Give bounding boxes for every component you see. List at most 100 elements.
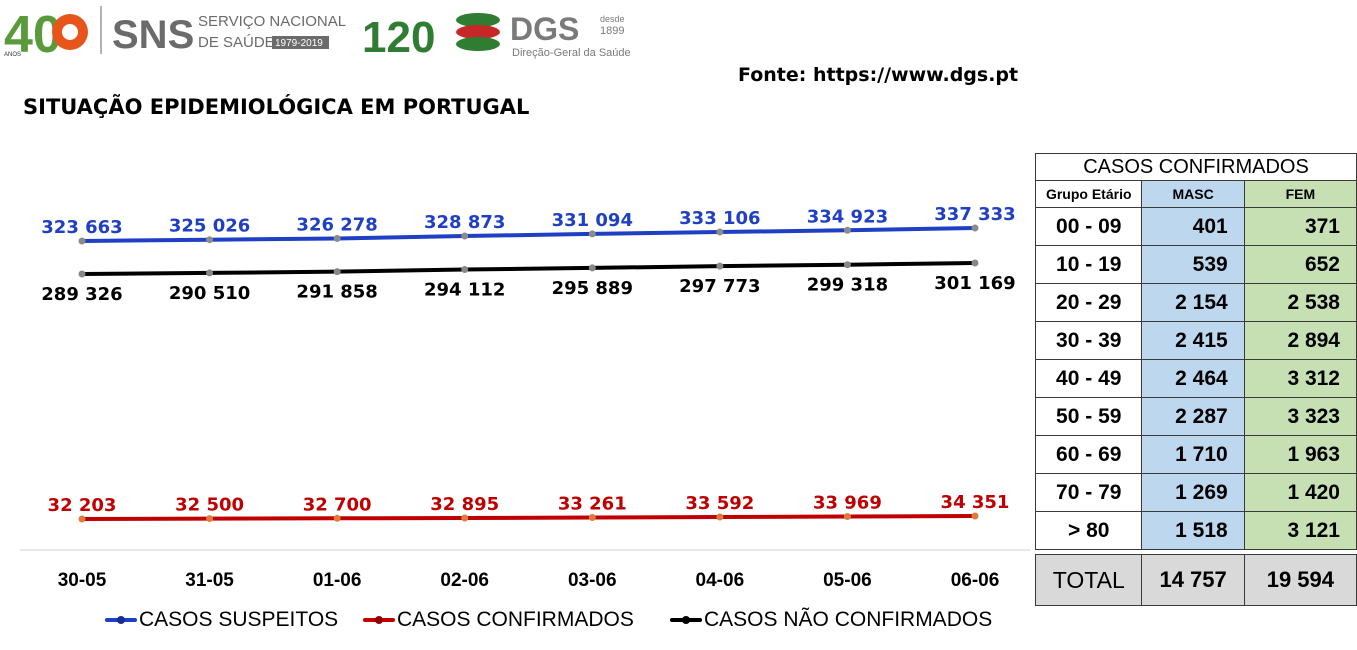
masc-cell: 1 710 bbox=[1141, 435, 1245, 474]
age-group-cell: 50 - 59 bbox=[1034, 397, 1143, 436]
data-point bbox=[716, 513, 724, 521]
x-tick-label: 04-06 bbox=[696, 570, 745, 591]
data-point bbox=[971, 512, 979, 520]
age-group-cell: > 80 bbox=[1034, 511, 1143, 550]
legend-swatch-suspeitos bbox=[105, 618, 137, 622]
header-logos: 40 ANOS SNS SERVIÇO NACIONAL DE SAÚDE 19… bbox=[4, 6, 631, 64]
data-label: 32 500 bbox=[175, 495, 244, 516]
masc-cell: 2 154 bbox=[1141, 283, 1245, 322]
chart-legend: CASOS SUSPEITOS CASOS CONFIRMADOS CASOS … bbox=[105, 608, 1035, 638]
data-label: 299 318 bbox=[807, 275, 888, 296]
x-tick-label: 30-05 bbox=[58, 570, 107, 591]
data-label: 34 351 bbox=[941, 492, 1010, 513]
data-label: 301 169 bbox=[934, 273, 1015, 294]
data-label: 337 333 bbox=[934, 204, 1015, 225]
data-point bbox=[333, 235, 341, 243]
data-label: 323 663 bbox=[41, 217, 122, 238]
data-point bbox=[461, 232, 469, 240]
line-chart: 323 663 325 026 326 278 328 873 331 094 333 1… bbox=[20, 204, 1030, 591]
masc-cell: 401 bbox=[1141, 207, 1245, 246]
data-point bbox=[971, 259, 979, 267]
legend-swatch-confirmados bbox=[363, 618, 395, 622]
table-title: CASOS CONFIRMADOS bbox=[1035, 153, 1357, 181]
table-row: 30 - 39 2 415 2 894 bbox=[1034, 321, 1357, 360]
data-point bbox=[78, 515, 86, 523]
data-point bbox=[333, 514, 341, 522]
table-row: 10 - 19 539 652 bbox=[1034, 245, 1357, 284]
total-fem: 19 594 bbox=[1243, 554, 1357, 606]
legend-item-suspeitos: CASOS SUSPEITOS bbox=[105, 608, 338, 632]
dgs-since-text: desde bbox=[600, 14, 625, 24]
header-masc: MASC bbox=[1141, 180, 1245, 208]
data-label: 32 700 bbox=[303, 494, 372, 515]
data-label: 331 094 bbox=[552, 210, 633, 231]
data-label: 295 889 bbox=[552, 278, 633, 299]
logo-40-text: 40 bbox=[4, 6, 62, 64]
sns-name-line1: SERVIÇO NACIONAL bbox=[198, 13, 346, 30]
data-point bbox=[716, 228, 724, 236]
cases-by-age-table: CASOS CONFIRMADOS Grupo Etário MASC FEM … bbox=[1034, 153, 1357, 606]
data-point bbox=[588, 514, 596, 522]
x-tick-label: 03-06 bbox=[568, 570, 617, 591]
dgs-logo: 120 DGS desde 1899 Direção-Geral da Saúd… bbox=[362, 11, 631, 62]
source-text: Fonte: https://www.dgs.pt bbox=[738, 64, 1019, 86]
age-group-cell: 30 - 39 bbox=[1034, 321, 1143, 360]
series-line-2 bbox=[80, 261, 977, 276]
sns-name-line2: DE SAÚDE bbox=[198, 34, 275, 51]
data-point bbox=[333, 268, 341, 276]
age-group-cell: 40 - 49 bbox=[1034, 359, 1143, 398]
fem-cell: 652 bbox=[1243, 245, 1357, 284]
data-label: 33 261 bbox=[558, 494, 627, 515]
masc-cell: 2 464 bbox=[1141, 359, 1245, 398]
age-group-cell: 10 - 19 bbox=[1034, 245, 1143, 284]
table-row: > 80 1 518 3 121 bbox=[1034, 511, 1357, 550]
x-tick-label: 06-06 bbox=[951, 570, 1000, 591]
fem-cell: 3 312 bbox=[1243, 359, 1357, 398]
data-label: 291 858 bbox=[296, 282, 377, 303]
data-label: 333 106 bbox=[679, 208, 760, 229]
data-label: 328 873 bbox=[424, 212, 505, 233]
fem-cell: 3 323 bbox=[1243, 397, 1357, 436]
dgs-name-text: Direção-Geral da Saúde bbox=[512, 47, 631, 59]
data-label: 289 326 bbox=[41, 284, 122, 305]
header-fem: FEM bbox=[1243, 180, 1357, 208]
data-point bbox=[588, 264, 596, 272]
table-row: 60 - 69 1 710 1 963 bbox=[1034, 435, 1357, 474]
data-point bbox=[588, 230, 596, 238]
masc-cell: 2 287 bbox=[1141, 397, 1245, 436]
age-group-cell: 00 - 09 bbox=[1034, 207, 1143, 246]
data-label: 33 592 bbox=[685, 493, 754, 514]
data-label: 297 773 bbox=[679, 276, 760, 297]
sns-logo: SNS SERVIÇO NACIONAL DE SAÚDE 1979-2019 bbox=[112, 13, 346, 57]
fem-cell: 1 420 bbox=[1243, 473, 1357, 512]
masc-cell: 2 415 bbox=[1141, 321, 1245, 360]
data-point bbox=[843, 513, 851, 521]
sns-40-years-logo: 40 ANOS bbox=[4, 6, 88, 64]
data-label: 326 278 bbox=[296, 215, 377, 236]
x-tick-label: 05-06 bbox=[823, 570, 872, 591]
legend-swatch-nao-confirmados bbox=[670, 618, 702, 622]
table-row: 20 - 29 2 154 2 538 bbox=[1034, 283, 1357, 322]
data-point bbox=[971, 224, 979, 232]
data-point bbox=[843, 261, 851, 269]
age-group-cell: 70 - 79 bbox=[1034, 473, 1143, 512]
header-age-group: Grupo Etário bbox=[1034, 180, 1143, 208]
data-point bbox=[843, 226, 851, 234]
dgs-120-text: 120 bbox=[362, 13, 435, 62]
data-point bbox=[78, 270, 86, 278]
data-point bbox=[716, 262, 724, 270]
legend-label-confirmados: CASOS CONFIRMADOS bbox=[397, 608, 634, 631]
series-line-0 bbox=[80, 226, 977, 243]
data-label: 32 895 bbox=[430, 494, 499, 515]
table-row: 50 - 59 2 287 3 323 bbox=[1034, 397, 1357, 436]
data-point bbox=[206, 515, 214, 523]
data-label: 325 026 bbox=[169, 216, 250, 237]
table-total-row: TOTAL 14 757 19 594 bbox=[1034, 554, 1357, 606]
fem-cell: 2 538 bbox=[1243, 283, 1357, 322]
sns-years-text: 1979-2019 bbox=[275, 38, 323, 49]
data-label: 334 923 bbox=[807, 206, 888, 227]
sns-brand-text: SNS bbox=[112, 13, 194, 57]
data-point bbox=[461, 514, 469, 522]
legend-label-nao-confirmados: CASOS NÃO CONFIRMADOS bbox=[704, 608, 993, 631]
data-label: 33 969 bbox=[813, 493, 882, 514]
